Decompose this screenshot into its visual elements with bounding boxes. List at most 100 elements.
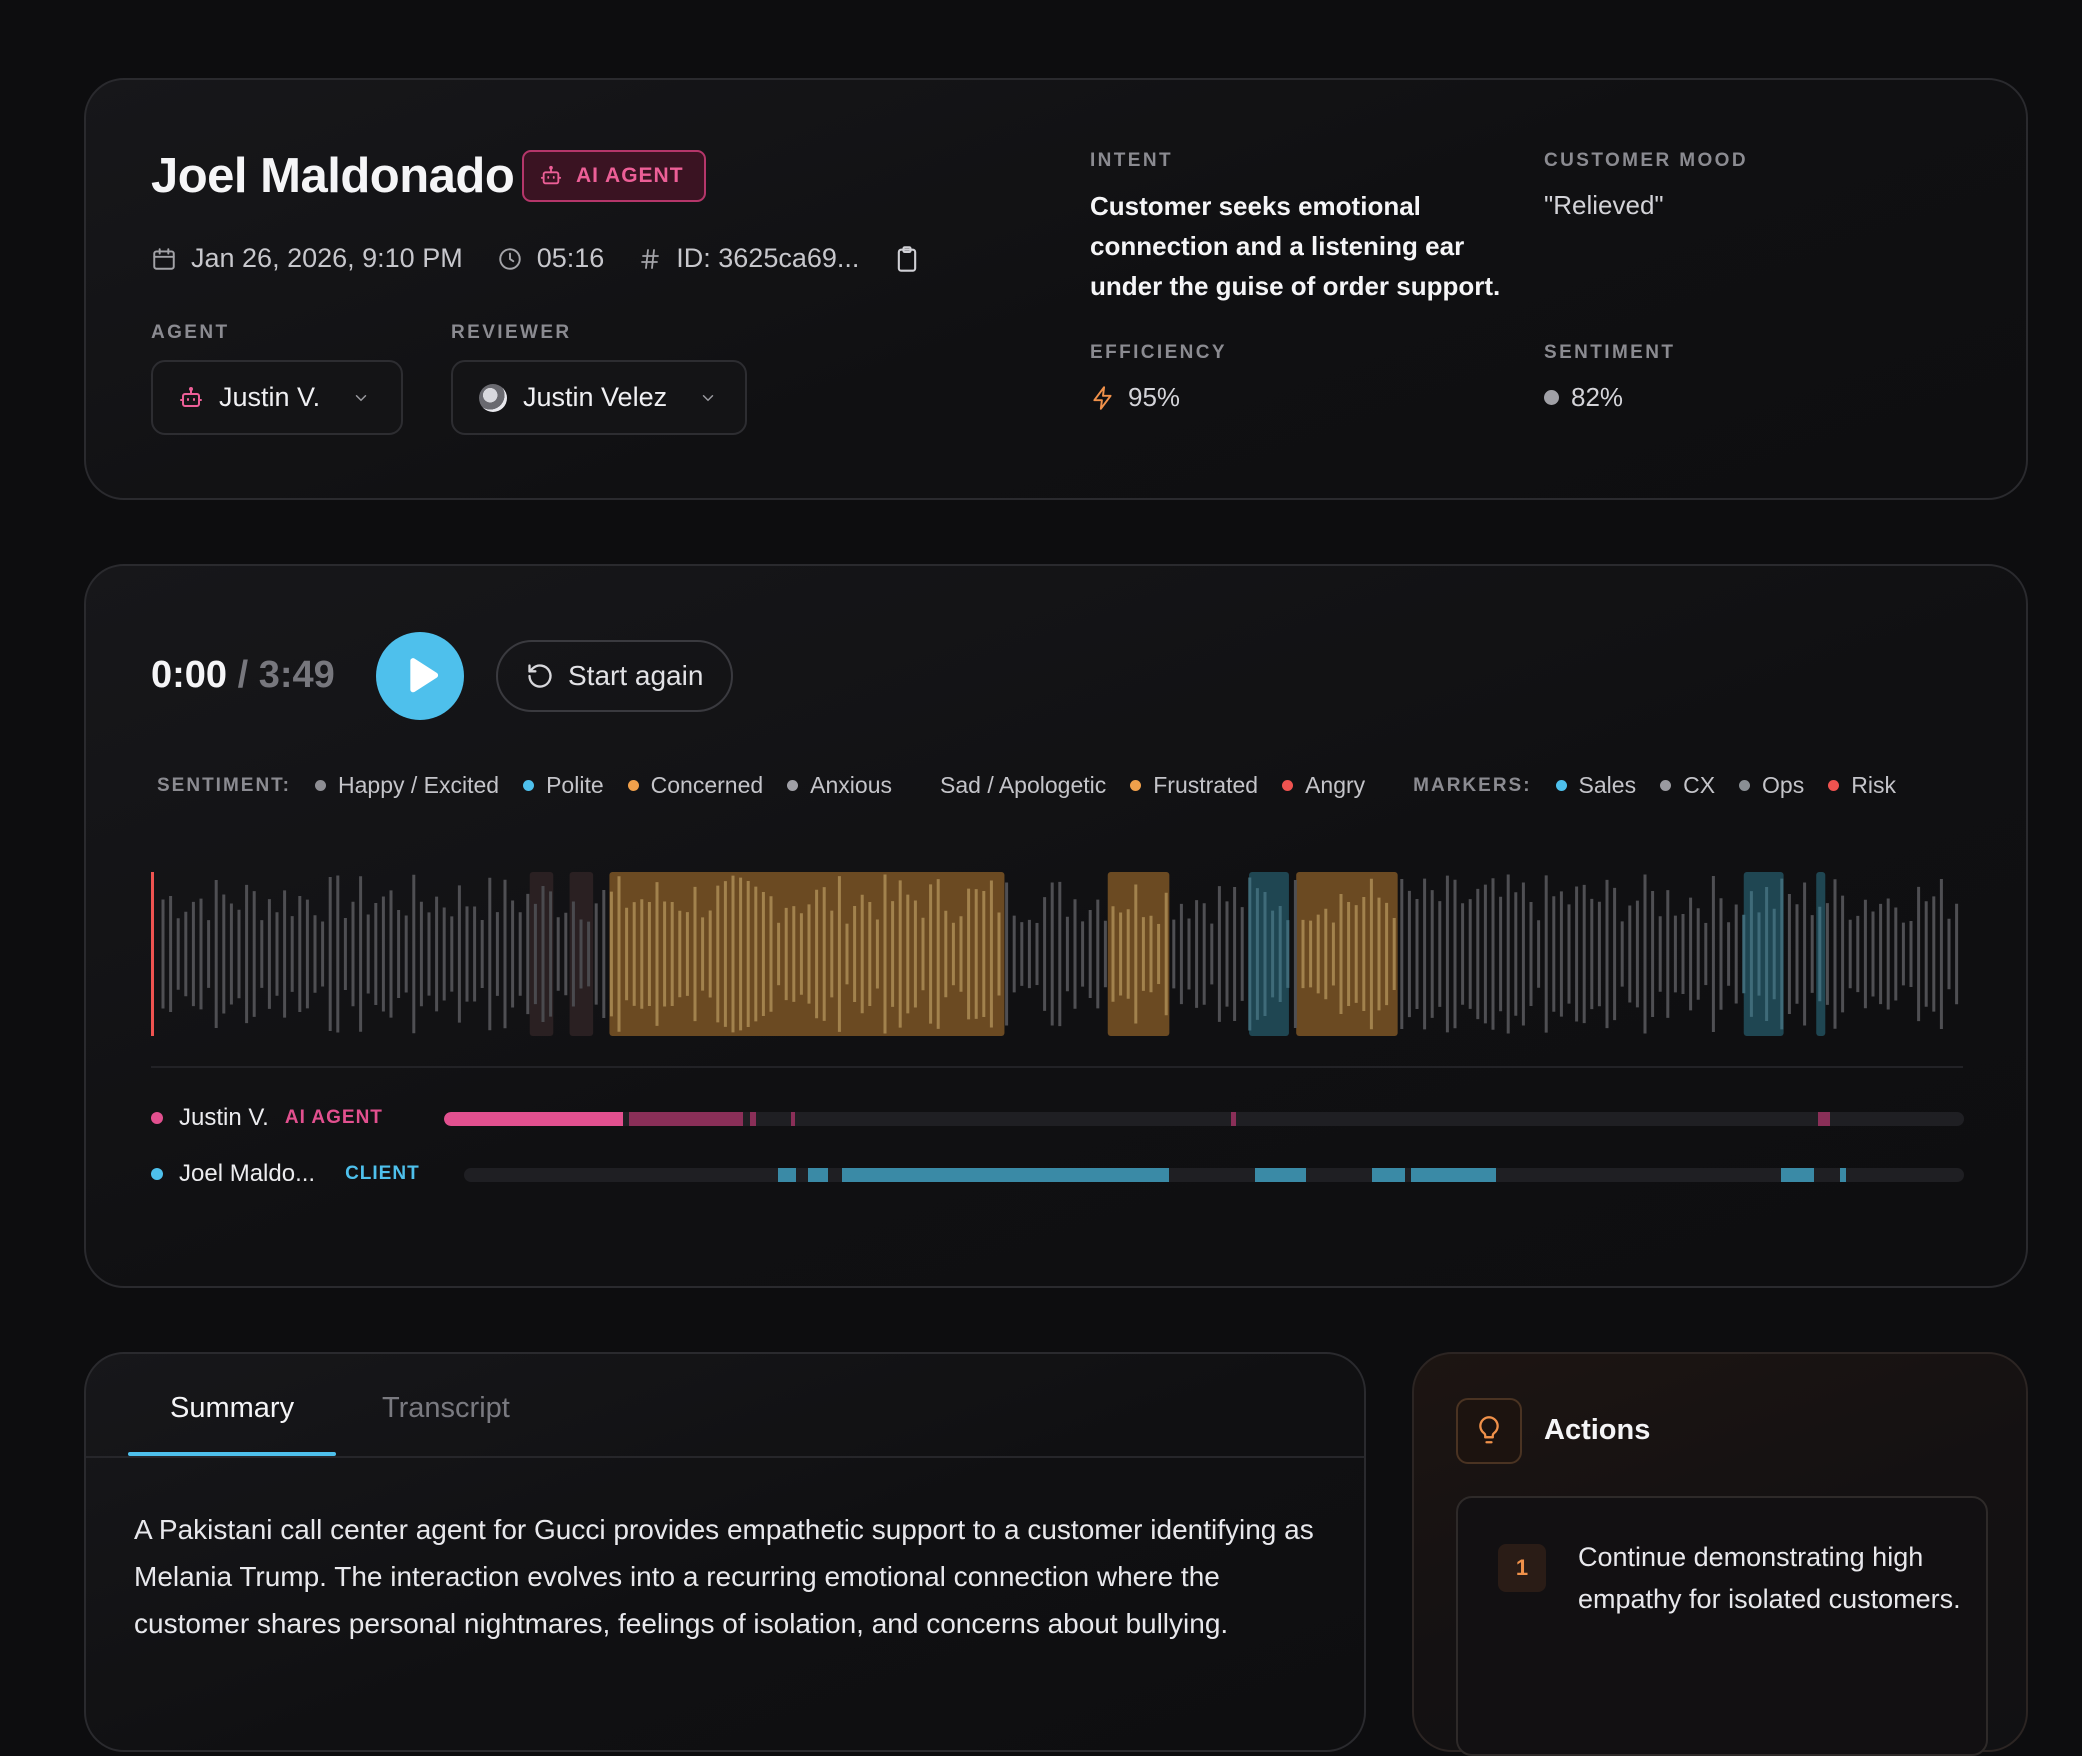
agent-select[interactable]: Justin V. [151,360,403,435]
current-time: 0:00 [151,654,228,696]
efficiency-metric: 95% [1090,382,1180,413]
legend-label: Anxious [810,772,892,798]
hash-icon [638,247,662,271]
clipboard-icon[interactable] [893,244,921,274]
speaker-name: Joel Maldo... [179,1160,316,1187]
role-badge-label: AI AGENT [576,164,684,187]
speaker-segment [444,1112,624,1126]
actions-card: Actions 1 Continue demonstrating high em… [1412,1352,2028,1756]
customer-mood-value: "Relieved" [1544,190,1664,220]
summary-card: Summary Transcript A Pakistani call cent… [84,1352,1366,1752]
speaker-row-agent: Justin V. AI AGENT [151,1104,383,1132]
speaker-dot [151,1168,163,1180]
legend-item-polite: Polite [523,772,604,799]
legend-dot [787,780,799,791]
avatar [479,383,507,412]
legend-label: Concerned [650,772,764,798]
speaker-segment [1781,1168,1814,1182]
active-tab-indicator [128,1452,336,1456]
call-duration: 05:16 [497,243,605,274]
call-header-card: Joel Maldonado AI AGENT Jan 26, 2026, 9:… [84,78,2028,500]
marker-item-risk: Risk [1828,772,1896,799]
markers-legend-title: MARKERS: [1413,774,1532,796]
agent-label: AGENT [151,322,230,343]
tab-summary[interactable]: Summary [170,1392,295,1424]
playhead[interactable] [151,872,154,1036]
marker-item-sales: Sales [1555,772,1636,799]
call-meta-row: Jan 26, 2026, 9:10 PM 05:16 ID: 3625ca69… [151,243,921,274]
sentiment-region [1249,872,1289,1036]
legend-dot [627,780,639,791]
legend-dot [1555,780,1567,791]
speaker-segment [1410,1168,1496,1182]
customer-mood-label: CUSTOMER MOOD [1544,150,1748,171]
actions-title: Actions [1544,1414,1651,1446]
speaker-segment [1371,1168,1405,1182]
intent-label: INTENT [1090,150,1174,171]
legend-dot [1660,780,1672,791]
speaker-tag: CLIENT [345,1163,420,1184]
role-badge: AI AGENT [522,150,706,202]
action-item: 1 Continue demonstrating high empathy fo… [1456,1496,1988,1756]
legend-label: Angry [1305,772,1366,798]
speaker-dot [151,1112,163,1124]
total-time: 3:49 [258,654,335,696]
legend-item-concerned: Concerned [627,772,764,799]
robot-icon [179,386,203,410]
call-id-text: ID: 3625ca69... [676,243,860,273]
legend-dot [1130,780,1142,791]
legend-item-happy: Happy / Excited [315,772,499,799]
waveform[interactable] [151,872,1963,1036]
caller-name: Joel Maldonado [151,149,515,203]
speaker-segment [629,1112,744,1126]
speaker-segment [1231,1112,1236,1126]
speaker-row-client: Joel Maldo... CLIENT [151,1160,420,1188]
legend-dot [1739,780,1751,791]
intent-text: Customer seeks emotional connection and … [1090,191,1501,301]
time-readout: 0:00 / 3:49 [151,654,335,697]
speaker-track-client[interactable] [464,1168,1964,1182]
legend-item-angry: Angry [1282,772,1365,799]
start-again-button[interactable]: Start again [496,640,734,712]
efficiency-label: EFFICIENCY [1090,342,1227,363]
speaker-segment [777,1168,796,1182]
legend-label: Ops [1762,772,1805,798]
time-separator: / [237,654,249,696]
legend-dot [1828,780,1840,791]
waveform-divider [151,1066,1963,1068]
speaker-segment [1254,1168,1306,1182]
clock-icon [497,246,523,272]
tab-transcript[interactable]: Transcript [382,1392,510,1424]
call-date: Jan 26, 2026, 9:10 PM [151,243,463,274]
reviewer-label: REVIEWER [451,322,572,343]
legend-label: Risk [1851,772,1896,798]
play-button[interactable] [376,632,464,720]
legend-item-sad: Sad / Apologetic [940,772,1106,799]
call-duration-text: 05:16 [536,243,605,273]
action-text: Continue demonstrating high empathy for … [1578,1542,1961,1614]
speaker-track-agent[interactable] [444,1112,1964,1126]
legend-label: CX [1683,772,1716,798]
speaker-segment [790,1112,796,1126]
summary-text: A Pakistani call center agent for Gucci … [134,1514,1314,1639]
lightbulb-icon [1456,1398,1522,1464]
legend-label: Sad / Apologetic [940,772,1107,798]
rotate-ccw-icon [526,662,554,690]
sentiment-region [1743,872,1784,1036]
lightning-icon [1090,384,1116,412]
legend-dot [1282,780,1294,791]
call-date-text: Jan 26, 2026, 9:10 PM [191,243,463,273]
agent-select-value: Justin V. [219,382,321,412]
legend-dot [315,780,326,791]
tab-divider [86,1456,1364,1458]
marker-item-cx: CX [1660,772,1715,799]
sentiment-region [609,872,1005,1036]
reviewer-select[interactable]: Justin Velez [451,360,747,435]
audio-player-card: 0:00 / 3:49 Start again SENTIMENT: Happy… [84,564,2028,1288]
reviewer-select-value: Justin Velez [523,382,668,412]
legend-label: Happy / Excited [338,772,500,798]
legend-label: Frustrated [1153,772,1259,798]
sentiment-legend: SENTIMENT: Happy / Excited Polite Concer… [157,772,1920,799]
sentiment-label: SENTIMENT [1544,342,1676,363]
speaker-segment [749,1112,756,1126]
